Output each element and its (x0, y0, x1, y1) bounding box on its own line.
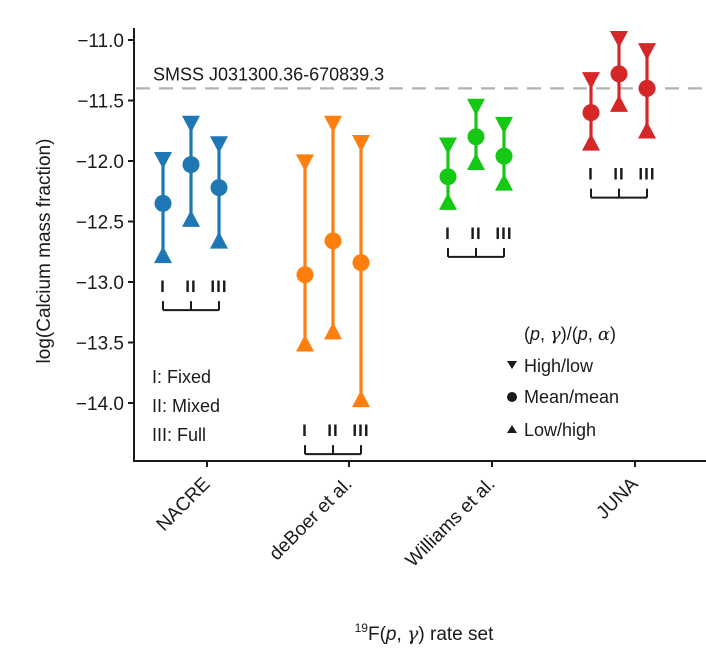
y-tick-label: −14.0 (76, 394, 124, 415)
variant-label: II (613, 165, 624, 184)
marker-low-high (154, 246, 172, 264)
y-axis-label: log(Calcium mass fraction) (34, 139, 55, 364)
variant-legend-item: I: Fixed (152, 367, 211, 387)
marker-legend-label: Low/high (524, 420, 596, 440)
variant-legend-item: II: Mixed (152, 396, 220, 416)
marker-high-low (495, 116, 513, 134)
series-deboer-et-al: I II III (296, 115, 370, 456)
marker-high-low (352, 135, 370, 153)
marker-low-high (610, 94, 628, 112)
marker-legend: (p, γ)/(p, α) High/low Mean/mean Low/hig… (507, 324, 619, 440)
legend-title-p2: p (577, 324, 588, 344)
triangle-up-icon (507, 425, 517, 433)
x-axis-label-tail: ) rate set (418, 624, 494, 645)
marker-mean-mean (352, 254, 370, 272)
marker-low-high (439, 192, 457, 210)
marker-legend-label: Mean/mean (524, 387, 619, 407)
variant-label: III (210, 277, 227, 296)
marker-mean-mean (154, 194, 172, 212)
variant-legend: I: Fixed II: Mixed III: Full (152, 367, 220, 445)
x-axis-label: 19F(p, γ) rate set (355, 621, 494, 645)
marker-mean-mean (182, 156, 200, 174)
legend-title-close: ) (610, 324, 616, 344)
marker-high-low (324, 115, 342, 133)
marker-mean-mean (296, 266, 314, 284)
variant-label: I (588, 165, 594, 184)
marker-high-low (210, 136, 228, 154)
marker-mean-mean (467, 128, 485, 146)
marker-high-low (154, 152, 172, 169)
marker-mean-mean (638, 79, 656, 97)
marker-legend-title: (p, γ)/(p, α) (524, 324, 616, 345)
marker-mean-mean (582, 104, 600, 122)
legend-title-alpha: α (598, 324, 610, 345)
marker-high-low (467, 98, 485, 116)
y-tick-label: −12.5 (76, 213, 124, 234)
variant-label: II (185, 277, 196, 296)
variant-label: II (470, 224, 481, 243)
x-axis-label-gamma: γ (407, 623, 419, 645)
variant-label: I (302, 421, 308, 440)
marker-low-high (495, 173, 513, 191)
legend-title-sep2: , (588, 324, 598, 344)
variant-label: III (638, 165, 655, 184)
marker-mean-mean (210, 179, 228, 197)
x-axis-label-superscript: 19 (355, 621, 369, 635)
marker-high-low (582, 72, 600, 90)
series-juna: I II III (582, 31, 656, 199)
marker-legend-label: High/low (524, 356, 594, 376)
variant-label: I (160, 277, 166, 296)
marker-high-low (182, 115, 200, 133)
marker-high-low (638, 43, 656, 61)
marker-high-low (439, 137, 457, 155)
marker-low-high (352, 390, 370, 408)
series-nacre: I II III (154, 115, 228, 312)
x-axis-label-sep: , (396, 624, 407, 645)
x-tick-label: JUNA (593, 473, 643, 523)
x-tick-label: NACRE (153, 474, 215, 536)
variant-label: II (327, 421, 338, 440)
x-tick-label: deBoer et al. (265, 474, 356, 565)
legend-title-sep1: , (540, 324, 550, 344)
y-tick-label: −12.0 (76, 152, 124, 173)
legend-title-open: ( (524, 324, 530, 344)
y-tick-label: −11.5 (77, 92, 124, 113)
legend-title-p1: p (529, 324, 540, 344)
variant-legend-item: III: Full (152, 425, 206, 445)
legend-title-gamma: γ (550, 324, 561, 345)
marker-mean-mean (324, 232, 342, 250)
marker-low-high (467, 153, 485, 170)
x-axis-label-p: p (385, 624, 397, 645)
y-tick-label: −11.0 (77, 31, 124, 52)
variant-label: III (495, 224, 512, 243)
variant-label: III (352, 421, 369, 440)
circle-icon (507, 392, 517, 402)
x-ticks: NACRE deBoer et al. Williams et al. JUNA (153, 461, 643, 571)
triangle-down-icon (507, 361, 517, 369)
legend-title-mid: )/( (561, 324, 578, 344)
marker-high-low (296, 154, 314, 172)
y-tick-label: −13.0 (76, 273, 124, 294)
y-ticks: −11.0 −11.5 −12.0 −12.5 −13.0 −13.5 −14.0 (76, 31, 134, 415)
marker-low-high (582, 133, 600, 151)
marker-mean-mean (495, 147, 513, 165)
marker-low-high (182, 209, 200, 227)
reference-line-label: SMSS J031300.36-670839.3 (153, 64, 384, 84)
marker-low-high (210, 231, 228, 249)
x-tick-label: Williams et al. (402, 474, 500, 572)
marker-mean-mean (439, 168, 457, 186)
marker-mean-mean (610, 65, 628, 83)
variant-label: I (445, 224, 451, 243)
series-williams-et-al: I II III (439, 98, 513, 258)
y-tick-label: −13.5 (76, 334, 124, 355)
x-axis-label-main: F( (368, 624, 387, 645)
marker-high-low (610, 31, 628, 48)
marker-low-high (296, 334, 314, 352)
marker-low-high (324, 322, 342, 340)
marker-low-high (638, 121, 656, 139)
